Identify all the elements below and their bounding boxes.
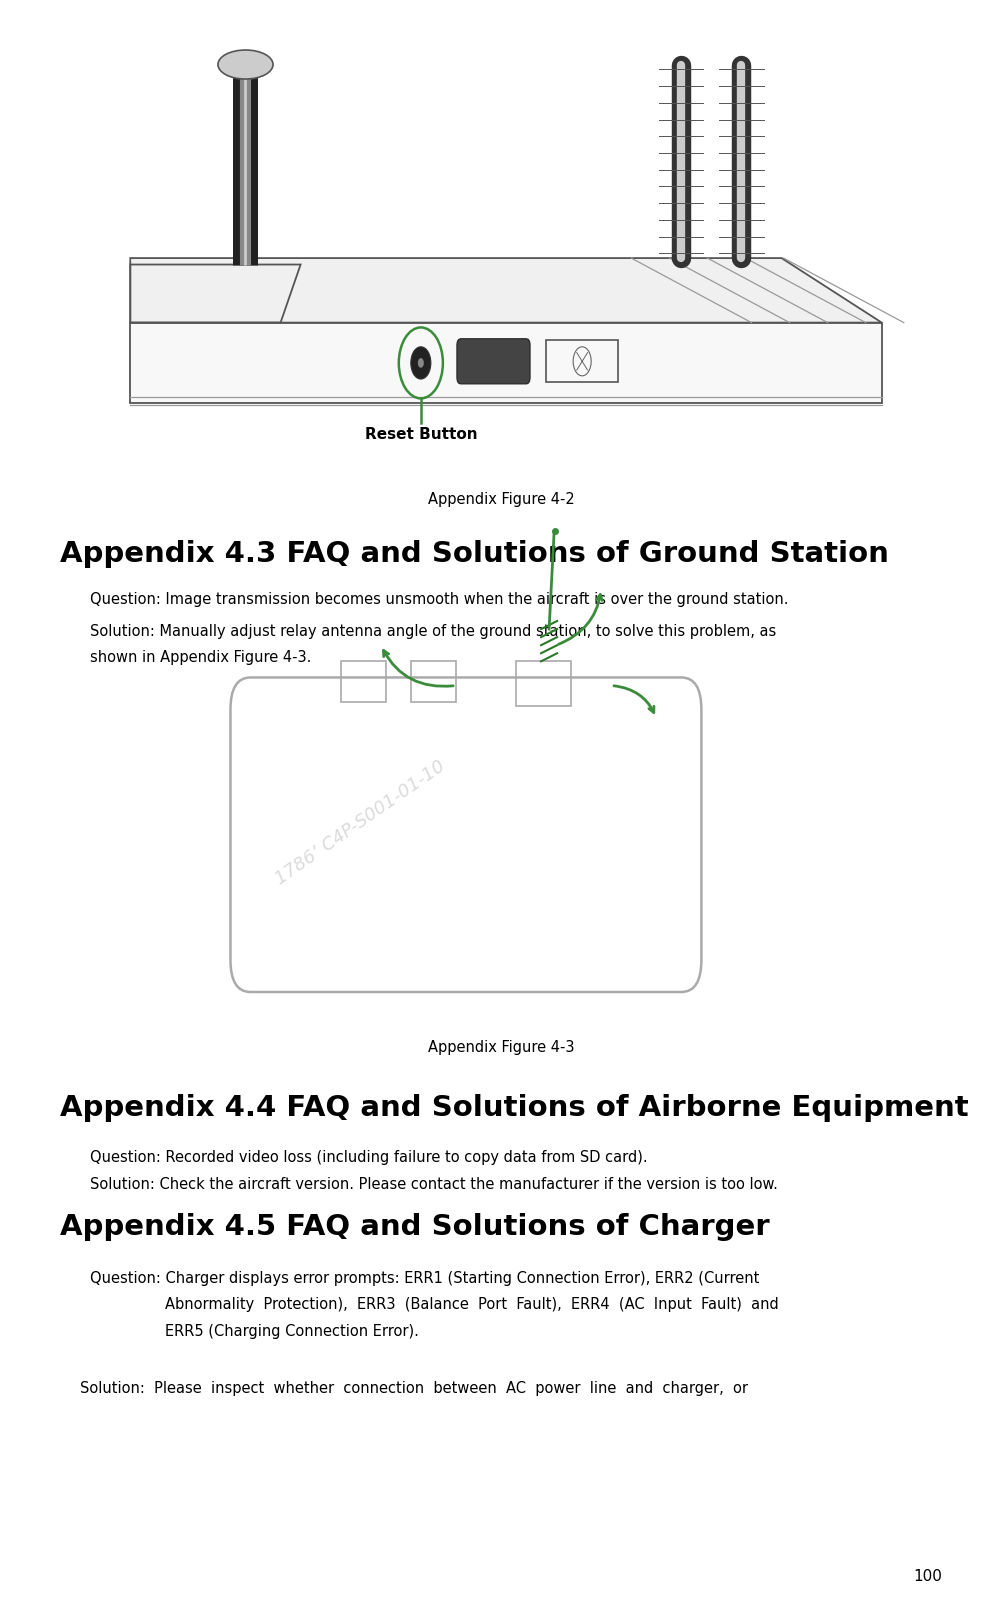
Text: Appendix 4.4 FAQ and Solutions of Airborne Equipment: Appendix 4.4 FAQ and Solutions of Airbor… xyxy=(60,1094,969,1121)
Circle shape xyxy=(418,358,424,368)
Text: Solution: Manually adjust relay antenna angle of the ground station, to solve th: Solution: Manually adjust relay antenna … xyxy=(90,624,777,639)
Circle shape xyxy=(411,347,431,379)
Text: Appendix 4.3 FAQ and Solutions of Ground Station: Appendix 4.3 FAQ and Solutions of Ground… xyxy=(60,540,889,568)
Text: Question: Charger displays error prompts: ERR1 (Starting Connection Error), ERR2: Question: Charger displays error prompts… xyxy=(90,1271,760,1286)
Text: Solution: Check the aircraft version. Please contact the manufacturer if the ver: Solution: Check the aircraft version. Pl… xyxy=(90,1177,779,1192)
Bar xyxy=(341,661,386,702)
FancyBboxPatch shape xyxy=(457,339,530,384)
Bar xyxy=(546,340,618,382)
Ellipse shape xyxy=(217,50,274,79)
Text: Appendix Figure 4-3: Appendix Figure 4-3 xyxy=(428,1040,574,1055)
Text: 1786’ C4P-S001-01-10: 1786’ C4P-S001-01-10 xyxy=(273,756,449,889)
Text: Abnormality  Protection),  ERR3  (Balance  Port  Fault),  ERR4  (AC  Input  Faul: Abnormality Protection), ERR3 (Balance P… xyxy=(165,1297,780,1311)
Text: Question: Image transmission becomes unsmooth when the aircraft is over the grou: Question: Image transmission becomes uns… xyxy=(90,592,789,606)
Text: shown in Appendix Figure 4-3.: shown in Appendix Figure 4-3. xyxy=(90,650,312,665)
Bar xyxy=(411,661,456,702)
Bar xyxy=(516,661,571,706)
Polygon shape xyxy=(130,323,882,403)
Text: Solution:  Please  inspect  whether  connection  between  AC  power  line  and  : Solution: Please inspect whether connect… xyxy=(80,1381,748,1395)
Polygon shape xyxy=(130,258,882,323)
Text: Reset Button: Reset Button xyxy=(365,427,477,442)
Text: Question: Recorded video loss (including failure to copy data from SD card).: Question: Recorded video loss (including… xyxy=(90,1150,648,1165)
Text: Appendix Figure 4-2: Appendix Figure 4-2 xyxy=(428,492,574,506)
Text: 100: 100 xyxy=(913,1569,942,1584)
Text: Appendix 4.5 FAQ and Solutions of Charger: Appendix 4.5 FAQ and Solutions of Charge… xyxy=(60,1213,770,1240)
Text: ERR5 (Charging Connection Error).: ERR5 (Charging Connection Error). xyxy=(165,1324,419,1339)
